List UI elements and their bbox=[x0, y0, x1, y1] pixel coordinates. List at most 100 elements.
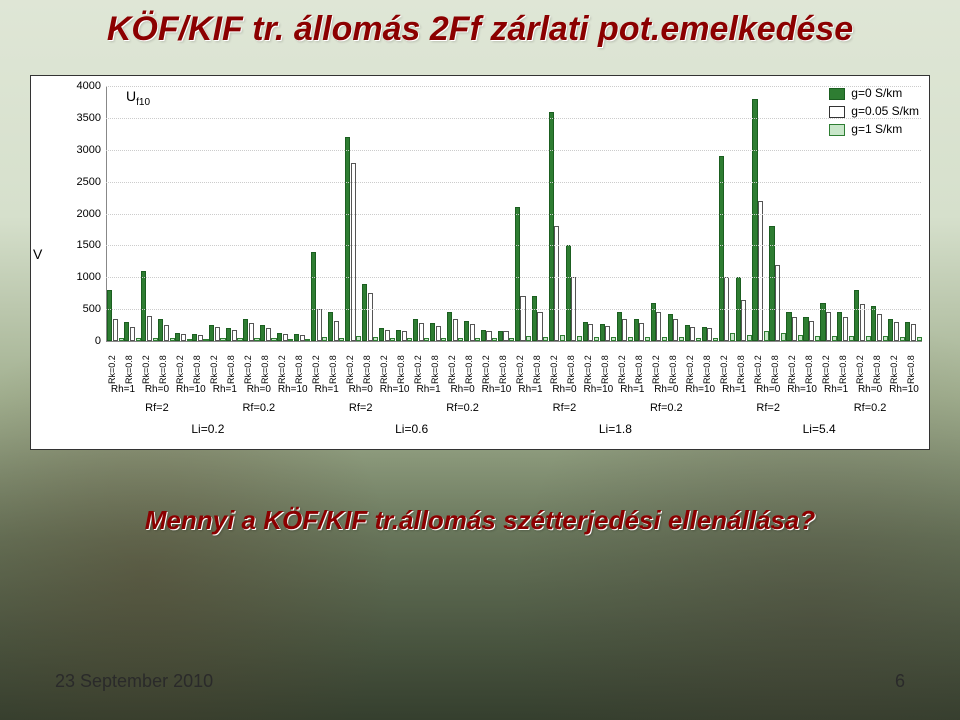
bar bbox=[668, 314, 673, 341]
rk-label: Rk=0.2 bbox=[685, 355, 695, 384]
footer-date: 23 September 2010 bbox=[55, 671, 213, 692]
bar bbox=[453, 319, 458, 341]
y-tick-label: 1500 bbox=[71, 239, 101, 251]
rk-label: Rk=0.8 bbox=[668, 355, 678, 384]
bar bbox=[107, 290, 112, 341]
bar bbox=[600, 324, 605, 341]
bar bbox=[673, 319, 678, 341]
bar bbox=[713, 338, 718, 341]
rh-label: Rh=10 bbox=[581, 384, 615, 395]
rk-label: Rk=0.8 bbox=[532, 355, 542, 384]
bar bbox=[854, 290, 859, 341]
bar bbox=[554, 226, 559, 341]
bar bbox=[707, 328, 712, 341]
bar bbox=[175, 333, 180, 341]
y-tick-label: 0 bbox=[71, 335, 101, 347]
bar bbox=[894, 322, 899, 341]
bar bbox=[322, 337, 327, 341]
bar bbox=[843, 317, 848, 341]
rf-label: Rf=0.2 bbox=[412, 402, 514, 414]
bar bbox=[198, 335, 203, 341]
rh-label: Rh=0 bbox=[344, 384, 378, 395]
bar bbox=[311, 252, 316, 341]
rh-label: Rh=1 bbox=[412, 384, 446, 395]
bar bbox=[566, 245, 571, 341]
rh-label: Rh=10 bbox=[174, 384, 208, 395]
bar bbox=[209, 325, 214, 341]
bar bbox=[775, 265, 780, 342]
bar bbox=[730, 333, 735, 341]
rk-label: Rk=0.8 bbox=[804, 355, 814, 384]
bar bbox=[583, 322, 588, 341]
bar bbox=[837, 312, 842, 341]
bar bbox=[503, 331, 508, 341]
bar bbox=[611, 337, 616, 341]
bar bbox=[339, 338, 344, 341]
y-tick-label: 3000 bbox=[71, 144, 101, 156]
rk-label: Rk=0.8 bbox=[736, 355, 746, 384]
bar bbox=[368, 293, 373, 341]
rk-label: Rk=0.8 bbox=[838, 355, 848, 384]
bar bbox=[690, 327, 695, 341]
li-label: Li=0.6 bbox=[310, 422, 514, 436]
rf-label: Rf=0.2 bbox=[615, 402, 717, 414]
rk-label: Rk=0.8 bbox=[124, 355, 134, 384]
rk-label: Rk=0.8 bbox=[600, 355, 610, 384]
gridline bbox=[106, 182, 921, 183]
bar bbox=[300, 335, 305, 341]
bar bbox=[124, 322, 129, 341]
bar bbox=[237, 338, 242, 341]
bar bbox=[215, 327, 220, 341]
bar bbox=[402, 331, 407, 341]
bar bbox=[577, 336, 582, 341]
rh-label: Rh=1 bbox=[208, 384, 242, 395]
y-tick-label: 3500 bbox=[71, 112, 101, 124]
bar bbox=[758, 201, 763, 341]
bar bbox=[634, 319, 639, 341]
bar bbox=[232, 330, 237, 341]
rk-label: Rk=0.2 bbox=[889, 355, 899, 384]
rk-label: Rk=0.2 bbox=[243, 355, 253, 384]
bar bbox=[871, 306, 876, 341]
bar bbox=[413, 319, 418, 341]
rk-label: Rk=0.8 bbox=[464, 355, 474, 384]
li-label: Li=0.2 bbox=[106, 422, 310, 436]
bar bbox=[192, 334, 197, 341]
bar bbox=[520, 296, 525, 341]
bar bbox=[685, 325, 690, 341]
bar bbox=[181, 334, 186, 341]
rh-label: Rh=0 bbox=[547, 384, 581, 395]
rh-label: Rh=0 bbox=[649, 384, 683, 395]
rh-label: Rh=0 bbox=[751, 384, 785, 395]
bar bbox=[917, 337, 922, 341]
rh-label: Rh=1 bbox=[819, 384, 853, 395]
bar bbox=[277, 333, 282, 341]
bar bbox=[526, 336, 531, 341]
bar bbox=[764, 331, 769, 341]
bar bbox=[628, 337, 633, 341]
rk-label: Rk=0.2 bbox=[583, 355, 593, 384]
bar bbox=[532, 296, 537, 341]
rh-label: Rh=10 bbox=[378, 384, 412, 395]
bar bbox=[305, 339, 310, 341]
bar bbox=[803, 317, 808, 341]
bar bbox=[475, 338, 480, 341]
rk-label: Rk=0.8 bbox=[362, 355, 372, 384]
bar bbox=[283, 334, 288, 341]
gridline bbox=[106, 214, 921, 215]
rk-label: Rk=0.2 bbox=[345, 355, 355, 384]
bar bbox=[113, 319, 118, 341]
rk-label: Rk=0.2 bbox=[277, 355, 287, 384]
bar bbox=[288, 339, 293, 341]
rk-label: Rk=0.2 bbox=[481, 355, 491, 384]
bar bbox=[249, 323, 254, 341]
bar bbox=[254, 338, 259, 341]
bar bbox=[645, 337, 650, 341]
bar bbox=[905, 322, 910, 341]
rk-label: Rk=0.2 bbox=[821, 355, 831, 384]
rk-label: Rk=0.2 bbox=[107, 355, 117, 384]
rf-label: Rf=2 bbox=[106, 402, 208, 414]
rk-label: Rk=0.2 bbox=[787, 355, 797, 384]
rk-label: Rk=0.8 bbox=[702, 355, 712, 384]
rh-label: Rh=1 bbox=[717, 384, 751, 395]
